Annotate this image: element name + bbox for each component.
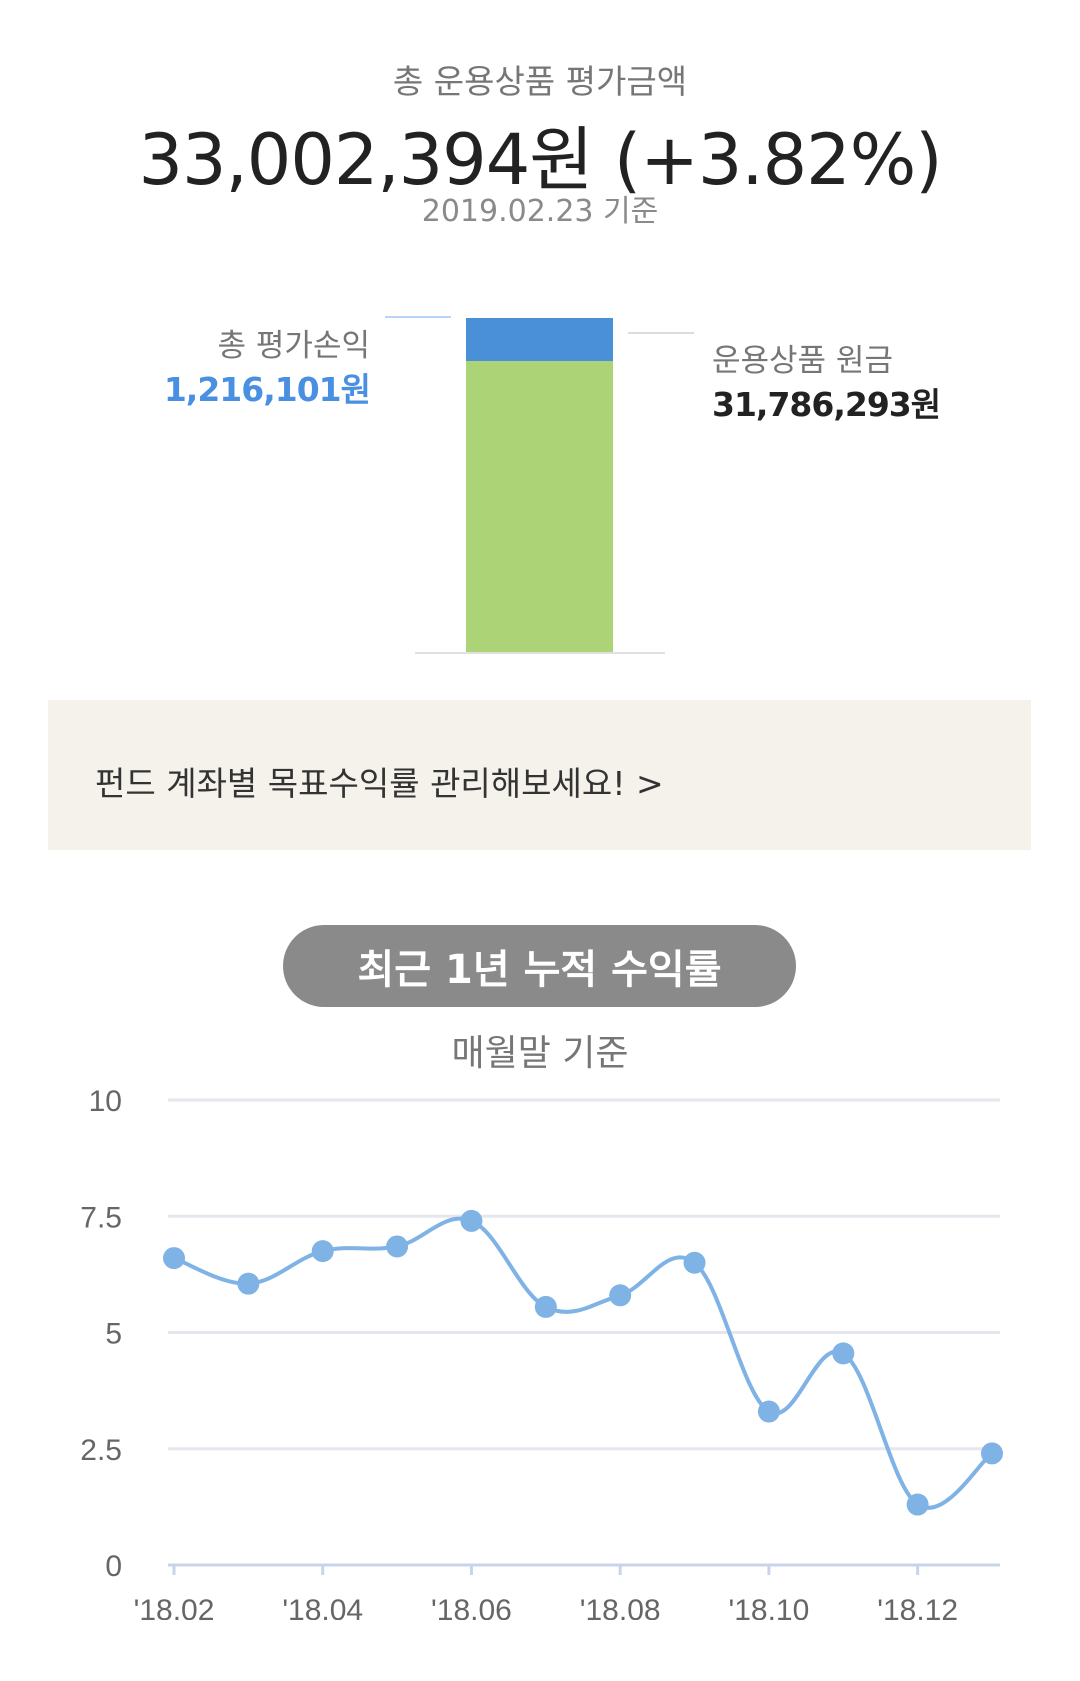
data-point bbox=[683, 1251, 706, 1274]
profit-leader-line bbox=[385, 316, 451, 318]
y-tick-label: 2.5 bbox=[80, 1434, 122, 1467]
data-point bbox=[237, 1272, 260, 1295]
data-point bbox=[981, 1442, 1003, 1465]
principal-label: 운용상품 원금 bbox=[712, 343, 893, 379]
data-point bbox=[163, 1247, 185, 1270]
banner-text: 펀드 계좌별 목표수익률 관리해보세요! > bbox=[95, 764, 664, 803]
target-return-banner[interactable]: 펀드 계좌별 목표수익률 관리해보세요! > bbox=[48, 700, 1031, 850]
data-point bbox=[757, 1400, 780, 1423]
data-point bbox=[460, 1209, 483, 1232]
principal-leader-line bbox=[628, 332, 694, 334]
x-tick-label: '18.12 bbox=[877, 1594, 958, 1620]
y-tick-label: 10 bbox=[89, 1085, 122, 1118]
returns-line-chart: 0 2.5 5 7.5 10 '18.02 '18.04 '18.06 '18.08 '18.10… bbox=[80, 1085, 1003, 1620]
data-point bbox=[534, 1295, 557, 1318]
profit-label: 총 평가손익 bbox=[217, 328, 370, 364]
y-tick-label: 0 bbox=[105, 1550, 122, 1583]
y-tick-label: 7.5 bbox=[80, 1201, 122, 1234]
x-tick-label: '18.10 bbox=[729, 1594, 810, 1620]
series-line bbox=[173, 1216, 994, 1510]
stack-profit-segment bbox=[466, 318, 613, 361]
stack-principal-segment bbox=[466, 361, 613, 652]
reference-date: 2019.02.23 기준 bbox=[421, 194, 659, 229]
data-point bbox=[832, 1342, 855, 1365]
data-point bbox=[386, 1235, 409, 1258]
x-tick-label: '18.08 bbox=[580, 1594, 661, 1620]
principal-value: 31,786,293원 bbox=[712, 385, 941, 424]
returns-subtitle: 매월말 기준 bbox=[451, 1033, 629, 1074]
bar-baseline bbox=[415, 652, 665, 654]
data-point bbox=[609, 1284, 632, 1307]
returns-title-pill: 최근 1년 누적 수익률 bbox=[283, 925, 796, 1007]
stacked-bar bbox=[466, 318, 613, 652]
profit-value: 1,216,101원 bbox=[163, 370, 371, 409]
x-tick-label: '18.02 bbox=[134, 1594, 215, 1620]
x-tick-label: '18.04 bbox=[282, 1594, 363, 1620]
data-point bbox=[906, 1493, 929, 1516]
y-tick-label: 5 bbox=[105, 1318, 122, 1351]
x-tick-label: '18.06 bbox=[431, 1594, 512, 1620]
stacked-bar-section: 총 평가손익 1,216,101원 운용상품 원금 31,786,293원 bbox=[0, 280, 1080, 660]
total-evaluation-amount: 33,002,394원 (+3.82%) bbox=[138, 119, 942, 201]
summary-title: 총 운용상품 평가금액 bbox=[392, 62, 688, 101]
data-point bbox=[311, 1240, 334, 1263]
